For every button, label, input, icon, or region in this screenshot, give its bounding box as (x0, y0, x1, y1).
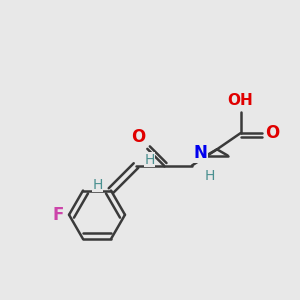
Text: O: O (131, 128, 145, 146)
Text: H: H (92, 178, 103, 192)
Text: O: O (265, 124, 279, 142)
Text: H: H (204, 169, 215, 183)
Text: N: N (194, 144, 207, 162)
Text: F: F (52, 206, 64, 224)
Text: H: H (144, 153, 154, 166)
Text: OH: OH (228, 93, 253, 108)
